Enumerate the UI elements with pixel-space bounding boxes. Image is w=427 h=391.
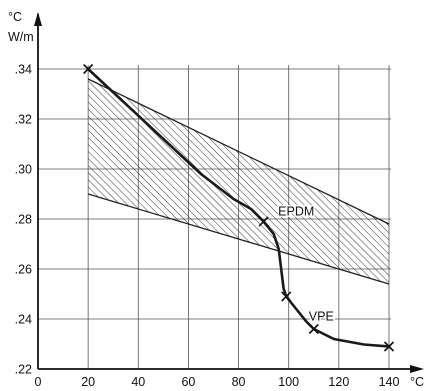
y-tick-label: .22: [15, 363, 32, 377]
tick-labels: 0 20 40 60 80 100 120 140 .22 .24 .26 .28 .30 .32 .34: [15, 63, 400, 390]
x-tick-label: 140: [379, 375, 400, 389]
annotation-label: EPDM: [278, 205, 314, 219]
x-tick-label: 60: [181, 375, 195, 389]
y-axis-arrow: [34, 12, 42, 26]
epdm-upper-line: [87, 78, 390, 225]
y-tick-label: .30: [15, 163, 32, 177]
vpe-marker: [83, 63, 94, 75]
vpe-marker: [308, 323, 319, 335]
x-tick-label: 100: [278, 375, 299, 389]
x-tick-label: 20: [81, 375, 95, 389]
annotations: EPDM VPE: [277, 203, 336, 325]
x-unit-label: °C: [410, 375, 424, 389]
axes: [34, 12, 424, 373]
epdm-band: [88, 79, 390, 284]
y-tick-label: .34: [15, 63, 32, 77]
x-tick-label: 80: [232, 375, 246, 389]
x-tick-label: 120: [328, 375, 349, 389]
axis-units: °C W/m °C: [8, 10, 424, 389]
vpe-marker: [258, 216, 269, 227]
y-tick-label: .26: [15, 263, 32, 277]
vpe-markers: [83, 63, 395, 352]
vpe-marker: [281, 291, 292, 302]
vpe-marker: [383, 341, 395, 352]
epdm-lower-line: [87, 193, 390, 285]
y-tick-label: .24: [15, 313, 32, 327]
annotation-label: VPE: [309, 310, 334, 324]
y-tick-label: .28: [15, 213, 32, 227]
y-tick-label: .32: [15, 113, 32, 127]
x-tick-label: 0: [35, 375, 42, 389]
y-unit-label: W/m: [8, 30, 34, 44]
x-axis-arrow: [410, 365, 424, 373]
x-tick-label: 40: [131, 375, 145, 389]
y-unit-label: °C: [8, 10, 22, 24]
